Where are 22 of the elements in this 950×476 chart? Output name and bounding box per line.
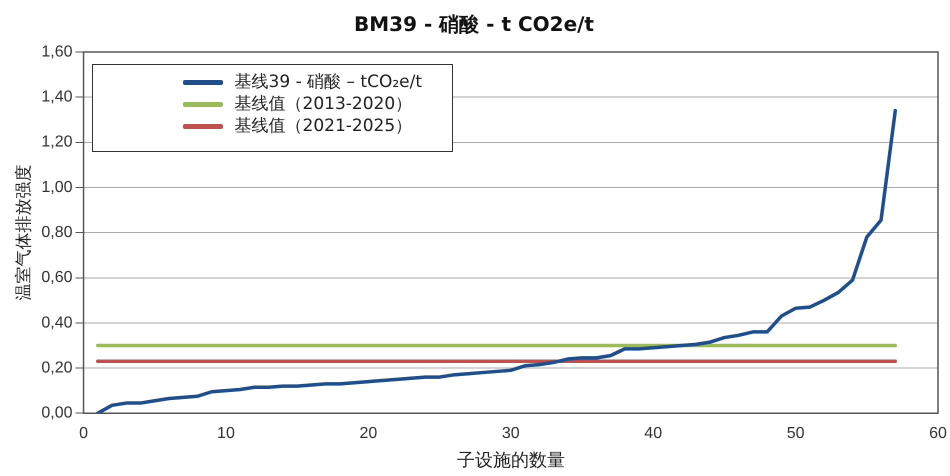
- legend-label: 基线39 - 硝酸 – tCO₂e/t: [234, 71, 422, 93]
- x-axis-title: 子设施的数量: [456, 450, 565, 470]
- x-tick-label: 0: [79, 425, 88, 442]
- x-tick-label: 60: [929, 425, 947, 442]
- legend-label: 基线值（2021-2025）: [234, 115, 412, 137]
- y-tick-label: 0,20: [41, 359, 73, 376]
- x-tick-label: 30: [502, 425, 520, 442]
- y-tick-label: 0,60: [41, 269, 73, 286]
- x-tick-label: 50: [786, 425, 805, 442]
- x-tick-label: 20: [359, 425, 378, 442]
- y-axis-title: 温室气体排放强度: [14, 164, 33, 301]
- y-tick-label: 1,20: [41, 134, 73, 151]
- chart-title: BM39 - 硝酸 - t CO2e/t: [354, 12, 594, 36]
- y-tick-label: 1,60: [41, 43, 73, 60]
- y-tick-label: 1,00: [41, 178, 73, 196]
- legend-label: 基线值（2013-2020）: [234, 93, 412, 115]
- x-tick-label: 40: [644, 425, 662, 442]
- x-tick-label: 10: [217, 425, 235, 442]
- y-tick-label: 0,00: [41, 404, 73, 422]
- y-tick-label: 1,40: [41, 88, 73, 106]
- y-tick-label: 0,40: [41, 314, 73, 332]
- y-tick-label: 0,80: [41, 224, 73, 242]
